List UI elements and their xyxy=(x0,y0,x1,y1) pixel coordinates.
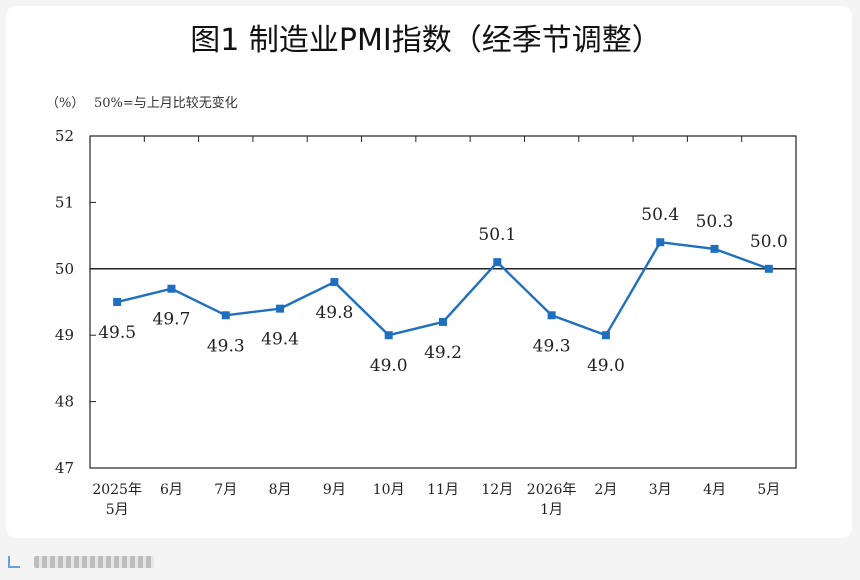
x-tick-label: 10月 xyxy=(373,482,405,498)
data-point xyxy=(330,278,339,287)
data-label: 49.5 xyxy=(98,323,136,343)
reference-note: 50%=与上月比较无变化 xyxy=(94,95,238,111)
data-point xyxy=(439,317,447,326)
x-tick-label: 5月 xyxy=(106,502,129,518)
data-label: 49.0 xyxy=(587,356,625,376)
y-tick-label: 48 xyxy=(55,393,74,411)
data-point xyxy=(167,284,176,293)
x-tick-label: 12月 xyxy=(481,482,513,498)
data-label: 49.7 xyxy=(153,310,191,330)
data-label: 50.1 xyxy=(478,225,516,245)
footer xyxy=(8,552,154,572)
data-label: 49.8 xyxy=(315,303,353,323)
y-tick-label: 50 xyxy=(55,260,74,278)
data-point xyxy=(384,331,393,340)
data-label: 49.2 xyxy=(424,343,462,363)
x-tick-label: 9月 xyxy=(323,482,346,498)
data-label: 49.4 xyxy=(261,330,299,350)
data-label: 50.3 xyxy=(696,212,734,232)
corner-bracket-icon xyxy=(8,556,20,568)
x-tick-label: 3月 xyxy=(649,482,672,498)
chart-title: 图1 制造业PMI指数（经季节调整） xyxy=(190,23,661,58)
data-label: 49.0 xyxy=(370,356,408,376)
y-tick-label: 49 xyxy=(55,326,74,344)
data-label: 50.4 xyxy=(641,205,679,225)
y-tick-label: 52 xyxy=(55,127,74,145)
data-label: 49.3 xyxy=(533,336,571,356)
y-unit-label: （%） xyxy=(46,96,84,111)
data-point xyxy=(601,331,610,340)
data-label: 50.0 xyxy=(750,232,788,252)
x-tick-label: 5月 xyxy=(757,482,780,498)
x-tick-label: 1月 xyxy=(540,502,563,518)
plot-frame xyxy=(89,135,797,469)
y-tick-label: 47 xyxy=(55,459,74,477)
plot-area: 47 48 49 50 51 52 2025年 5月 6月 7月 8月 9月 10月 11月 12月 2026… xyxy=(55,127,797,518)
y-tick-label: 51 xyxy=(55,193,74,211)
x-tick-label: 7月 xyxy=(214,482,237,498)
data-point xyxy=(276,304,285,313)
x-tick-label: 2026年 xyxy=(527,482,577,498)
x-tick-label: 8月 xyxy=(269,482,292,498)
data-point xyxy=(547,311,556,320)
data-point xyxy=(493,258,502,267)
x-tick-label: 2025年 xyxy=(92,482,142,498)
data-label: 49.3 xyxy=(207,336,245,356)
x-tick-label: 2月 xyxy=(594,482,617,498)
data-point xyxy=(113,298,122,306)
pmi-line-chart: 图1 制造业PMI指数（经季节调整） （%） 50%=与上月比较无变化 47 48… xyxy=(46,23,797,518)
redacted-watermark xyxy=(34,556,154,568)
data-point xyxy=(764,264,773,273)
chart-card: 图1 制造业PMI指数（经季节调整） （%） 50%=与上月比较无变化 47 48… xyxy=(6,6,852,538)
data-point xyxy=(656,238,665,247)
x-tick-label: 4月 xyxy=(703,482,726,498)
x-tick-label: 11月 xyxy=(427,482,459,498)
x-tick-label: 6月 xyxy=(160,482,183,498)
data-point xyxy=(710,244,719,253)
data-point xyxy=(221,311,230,320)
